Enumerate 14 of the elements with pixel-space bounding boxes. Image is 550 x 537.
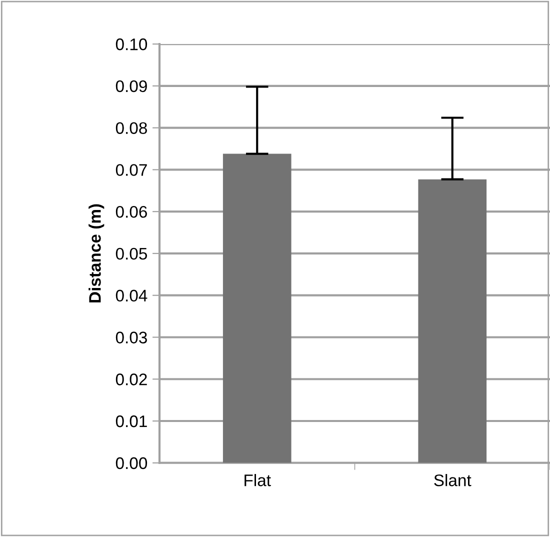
y-tick-label: 0.06 [116,206,147,218]
y-tick-label: 0.10 [116,38,148,50]
y-tick-label: 0.01 [116,415,147,428]
y-tick-label: 0.00 [116,457,148,470]
y-tick-label: 0.02 [116,374,147,386]
y-tick-label: 0.09 [116,80,147,92]
x-tick-label: Slant [434,474,472,486]
y-tick-label: 0.03 [116,332,147,344]
y-axis-title: Distance (m) [88,204,104,302]
y-tick-label: 0.07 [116,164,147,176]
y-tick-label: 0.05 [116,248,147,260]
y-tick-label: 0.04 [116,290,148,302]
y-tick-label: 0.08 [116,122,147,134]
x-tick-label: Flat [244,474,271,486]
